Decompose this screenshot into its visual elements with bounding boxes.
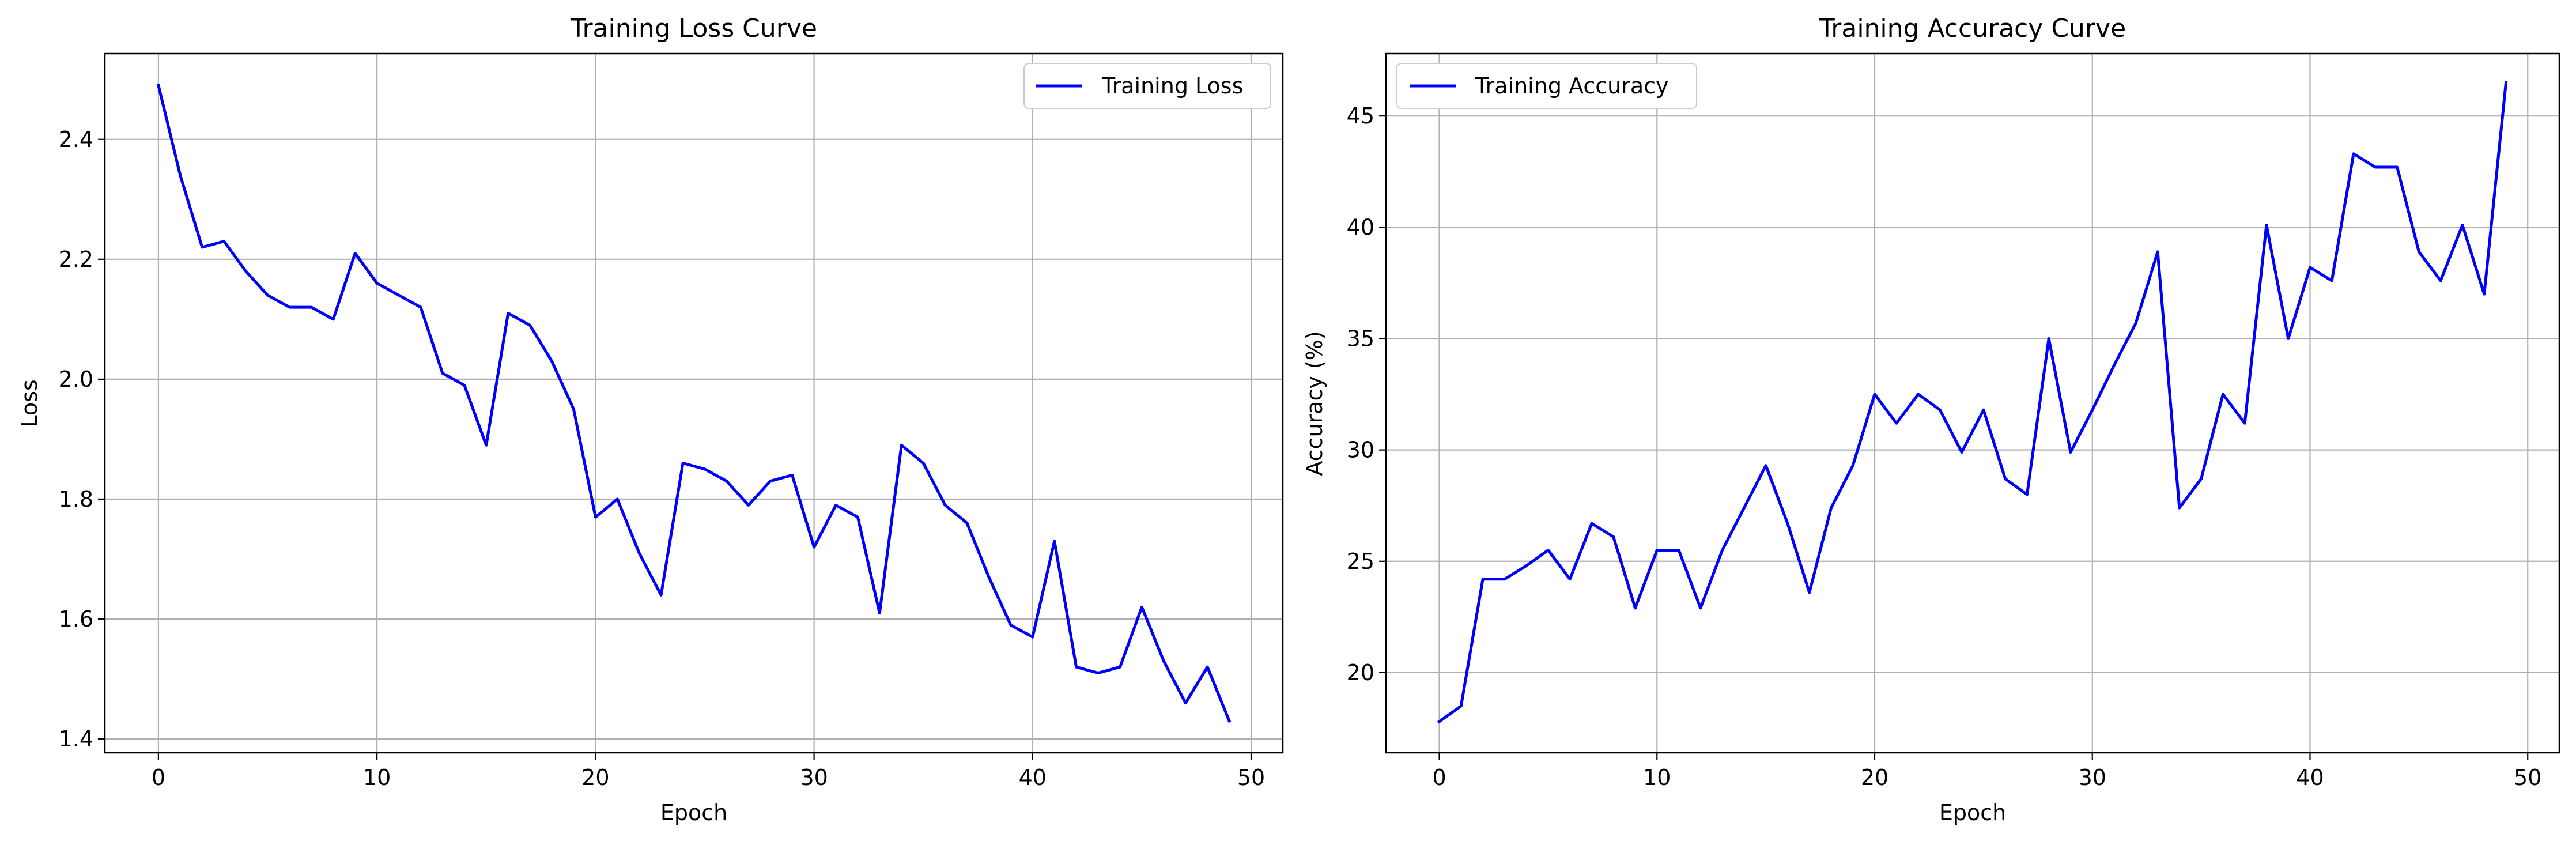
- accuracy-y-tick-label: 40: [1347, 214, 1374, 240]
- loss-line-layer: [156, 84, 1232, 723]
- accuracy-plot-frame: [1385, 52, 2560, 754]
- accuracy-series-line: [1437, 81, 2508, 724]
- loss-y-tick-label: 2.2: [59, 247, 93, 272]
- loss-y-tick-label: 1.6: [59, 606, 93, 632]
- accuracy-grid: [1386, 54, 2559, 753]
- accuracy-y-tick-label: 25: [1347, 549, 1374, 574]
- loss-x-axis-label: Epoch: [660, 800, 727, 825]
- accuracy-x-tick-label: 10: [1643, 765, 1671, 790]
- accuracy-x-tick-label: 20: [1861, 765, 1888, 790]
- accuracy-line-layer: [1437, 81, 2508, 724]
- accuracy-x-axis-label: Epoch: [1939, 800, 2006, 825]
- accuracy-x-tick-label: 40: [2296, 765, 2324, 790]
- accuracy-legend: Training Accuracy: [1396, 63, 1697, 109]
- accuracy-chart: Training Accuracy Curve 0 10 20 30 40 50 20 25 3…: [1302, 14, 2560, 825]
- loss-x-tick-label: 0: [152, 765, 165, 790]
- loss-plot-frame: [104, 52, 1284, 754]
- loss-x-tick-label: 50: [1237, 765, 1265, 790]
- accuracy-x-tick-label: 30: [2079, 765, 2106, 790]
- loss-y-tick-label: 2.0: [59, 367, 93, 392]
- loss-x-tick-label: 30: [800, 765, 828, 790]
- loss-legend-label: Training Loss: [1101, 73, 1243, 99]
- accuracy-ticks: 0 10 20 30 40 50 20 25 30 35 40 45: [1347, 103, 2542, 790]
- accuracy-legend-box: [1396, 63, 1697, 109]
- accuracy-y-tick-label: 45: [1347, 103, 1374, 129]
- loss-grid: [105, 54, 1283, 753]
- loss-legend: Training Loss: [1023, 63, 1271, 109]
- loss-legend-box: [1023, 63, 1271, 109]
- accuracy-y-tick-label: 20: [1347, 660, 1374, 685]
- accuracy-x-tick-label: 50: [2514, 765, 2541, 790]
- accuracy-x-tick-label: 0: [1432, 765, 1446, 790]
- loss-x-tick-label: 10: [363, 765, 391, 790]
- loss-x-tick-label: 20: [581, 765, 609, 790]
- loss-chart-title: Training Loss Curve: [570, 14, 817, 43]
- loss-y-tick-label: 1.4: [59, 726, 93, 752]
- loss-ticks: 0 10 20 30 40 50 1.4 1.6 1.8 2.0 2.2 2.4: [59, 127, 1266, 790]
- accuracy-y-axis-label: Accuracy (%): [1302, 331, 1327, 476]
- loss-chart: Training Loss Curve 0 10 20 30 40 50 1.4 1.6 1.8…: [17, 14, 1284, 825]
- accuracy-legend-label: Training Accuracy: [1475, 73, 1669, 99]
- loss-y-axis-label: Loss: [17, 379, 42, 427]
- accuracy-y-tick-label: 35: [1347, 326, 1374, 351]
- accuracy-chart-title: Training Accuracy Curve: [1819, 14, 2126, 43]
- loss-y-tick-label: 1.8: [59, 486, 93, 512]
- loss-x-tick-label: 40: [1019, 765, 1047, 790]
- loss-series-line: [156, 84, 1232, 723]
- accuracy-y-tick-label: 30: [1347, 437, 1374, 463]
- loss-y-tick-label: 2.4: [59, 127, 93, 152]
